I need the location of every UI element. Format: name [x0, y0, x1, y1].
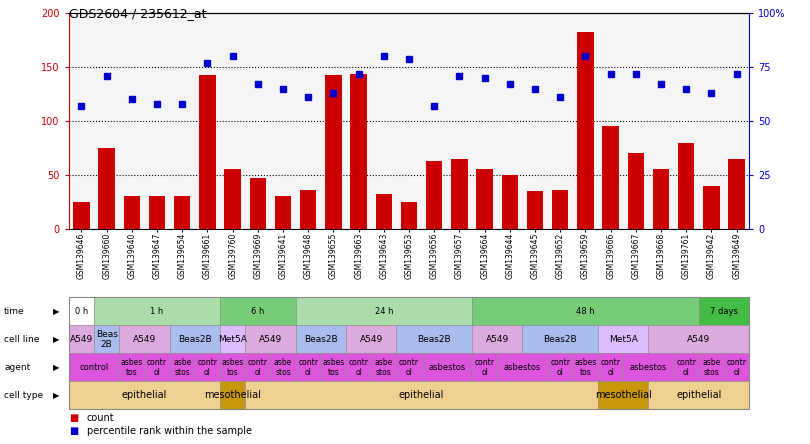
Bar [552, 190, 569, 229]
Bar [124, 196, 140, 229]
Text: asbes
tos: asbes tos [121, 358, 143, 377]
Text: A549: A549 [70, 335, 93, 344]
Bar [501, 175, 518, 229]
Text: asbe
stos: asbe stos [702, 358, 721, 377]
Text: agent: agent [4, 363, 30, 372]
Bar [376, 194, 392, 229]
Text: Beas2B: Beas2B [417, 335, 451, 344]
Bar [300, 190, 317, 229]
Bar [653, 170, 669, 229]
Bar [603, 127, 619, 229]
Text: mesothelial: mesothelial [204, 390, 261, 400]
Bar [249, 178, 266, 229]
Text: Beas2B: Beas2B [178, 335, 211, 344]
Text: contr
ol: contr ol [727, 358, 747, 377]
Text: control: control [79, 363, 109, 372]
Bar [526, 191, 544, 229]
Text: 0 h: 0 h [75, 307, 88, 316]
Bar [578, 32, 594, 229]
Text: Met5A: Met5A [218, 335, 247, 344]
Bar [678, 143, 694, 229]
Bar [275, 196, 292, 229]
Text: asbestos: asbestos [504, 363, 541, 372]
Text: contr
ol: contr ol [676, 358, 697, 377]
Text: 7 days: 7 days [710, 307, 738, 316]
Bar [703, 186, 719, 229]
Text: Beas2B: Beas2B [544, 335, 577, 344]
Text: cell line: cell line [4, 335, 40, 344]
Text: asbestos: asbestos [630, 363, 667, 372]
Bar [174, 196, 190, 229]
Text: contr
ol: contr ol [248, 358, 268, 377]
Text: contr
ol: contr ol [399, 358, 419, 377]
Text: A549: A549 [360, 335, 383, 344]
Text: count: count [87, 413, 114, 423]
Text: epithelial: epithelial [676, 390, 722, 400]
Text: Met5A: Met5A [609, 335, 637, 344]
Text: contr
ol: contr ol [601, 358, 620, 377]
Bar [224, 170, 241, 229]
Text: epithelial: epithelial [122, 390, 167, 400]
Text: time: time [4, 307, 24, 316]
Text: cell type: cell type [4, 391, 43, 400]
Bar [628, 153, 644, 229]
Text: contr
ol: contr ol [198, 358, 217, 377]
Text: 6 h: 6 h [251, 307, 265, 316]
Text: ■: ■ [69, 426, 78, 436]
Bar [476, 170, 492, 229]
Text: A549: A549 [133, 335, 156, 344]
Text: A549: A549 [687, 335, 710, 344]
Text: ▶: ▶ [53, 335, 59, 344]
Text: asbes
tos: asbes tos [322, 358, 344, 377]
Text: ▶: ▶ [53, 363, 59, 372]
Bar [199, 75, 215, 229]
Text: contr
ol: contr ol [475, 358, 495, 377]
Text: epithelial: epithelial [399, 390, 445, 400]
Bar [149, 196, 165, 229]
Text: asbe
stos: asbe stos [274, 358, 292, 377]
Bar [73, 202, 90, 229]
Text: asbes
tos: asbes tos [221, 358, 244, 377]
Text: asbe
stos: asbe stos [375, 358, 393, 377]
Text: Beas2B: Beas2B [304, 335, 338, 344]
Text: ▶: ▶ [53, 391, 59, 400]
Text: contr
ol: contr ol [550, 358, 570, 377]
Text: 24 h: 24 h [374, 307, 393, 316]
Text: mesothelial: mesothelial [595, 390, 652, 400]
Bar [451, 159, 467, 229]
Text: asbestos: asbestos [428, 363, 466, 372]
Bar [351, 74, 367, 229]
Bar [326, 75, 342, 229]
Text: percentile rank within the sample: percentile rank within the sample [87, 426, 252, 436]
Text: ■: ■ [69, 413, 78, 423]
Bar [426, 161, 442, 229]
Bar [401, 202, 417, 229]
Text: contr
ol: contr ol [147, 358, 167, 377]
Text: asbes
tos: asbes tos [574, 358, 597, 377]
Text: Beas
2B: Beas 2B [96, 330, 117, 349]
Bar [728, 159, 745, 229]
Bar [99, 148, 115, 229]
Text: contr
ol: contr ol [348, 358, 369, 377]
Text: ▶: ▶ [53, 307, 59, 316]
Text: A549: A549 [486, 335, 509, 344]
Text: 1 h: 1 h [151, 307, 164, 316]
Text: GDS2604 / 235612_at: GDS2604 / 235612_at [69, 7, 207, 20]
Text: contr
ol: contr ol [298, 358, 318, 377]
Text: asbe
stos: asbe stos [173, 358, 191, 377]
Text: 48 h: 48 h [576, 307, 595, 316]
Text: A549: A549 [259, 335, 282, 344]
